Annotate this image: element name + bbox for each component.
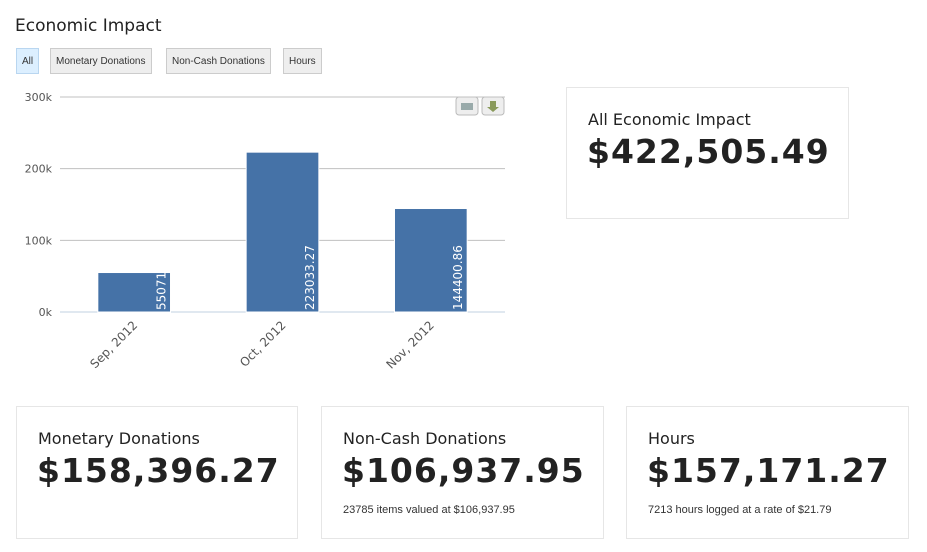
x-tick-label: Nov, 2012 — [384, 318, 437, 371]
card-note: 23785 items valued at $106,937.95 — [343, 504, 515, 516]
value-label: 223033.27 — [303, 245, 317, 310]
filter-button[interactable]: All — [16, 48, 40, 74]
card: Hours $157,171.27 7213 hours logged at a… — [626, 406, 909, 539]
export-icon — [487, 101, 499, 112]
y-tick-label: 100k — [25, 234, 53, 247]
x-tick-label: Sep, 2012 — [87, 318, 140, 371]
card-title: Monetary Donations — [38, 429, 200, 448]
print-icon — [461, 103, 473, 110]
card-title: Non-Cash Donations — [343, 429, 507, 448]
filter-button[interactable]: Non-Cash Donations — [166, 48, 271, 74]
card: All Economic Impact $422,505.49 — [566, 87, 849, 219]
value-label-group: 55071.36 — [155, 253, 169, 310]
card-title: All Economic Impact — [588, 110, 751, 129]
card-note: 7213 hours logged at a rate of $21.79 — [648, 504, 832, 516]
y-tick-label: 0k — [39, 306, 53, 319]
value-label-group: 144400.86 — [451, 245, 465, 310]
card-amount: $157,171.27 — [647, 451, 890, 490]
filter-button[interactable]: Monetary Donations — [50, 48, 152, 74]
value-label: 55071.36 — [155, 253, 169, 310]
y-tick-label: 300k — [25, 91, 53, 104]
bar — [393, 208, 468, 313]
bar — [245, 151, 320, 313]
chart: 0k 100k 200k 300k Sep, 2012 55071.36 Oct, 2012… — [25, 91, 505, 372]
filter-button[interactable]: Hours — [283, 48, 322, 74]
value-label-group: 223033.27 — [303, 245, 317, 310]
page-title: Economic Impact — [15, 16, 162, 36]
bar — [97, 272, 172, 313]
value-label: 144400.86 — [451, 245, 465, 310]
card-amount: $106,937.95 — [342, 451, 585, 490]
y-tick-label: 200k — [25, 163, 53, 176]
card-amount: $422,505.49 — [587, 132, 830, 171]
x-tick-label: Oct, 2012 — [237, 318, 289, 370]
card: Non-Cash Donations $106,937.95 23785 ite… — [321, 406, 604, 539]
card-amount: $158,396.27 — [37, 451, 280, 490]
card: Monetary Donations $158,396.27 — [16, 406, 298, 539]
card-title: Hours — [648, 429, 695, 448]
